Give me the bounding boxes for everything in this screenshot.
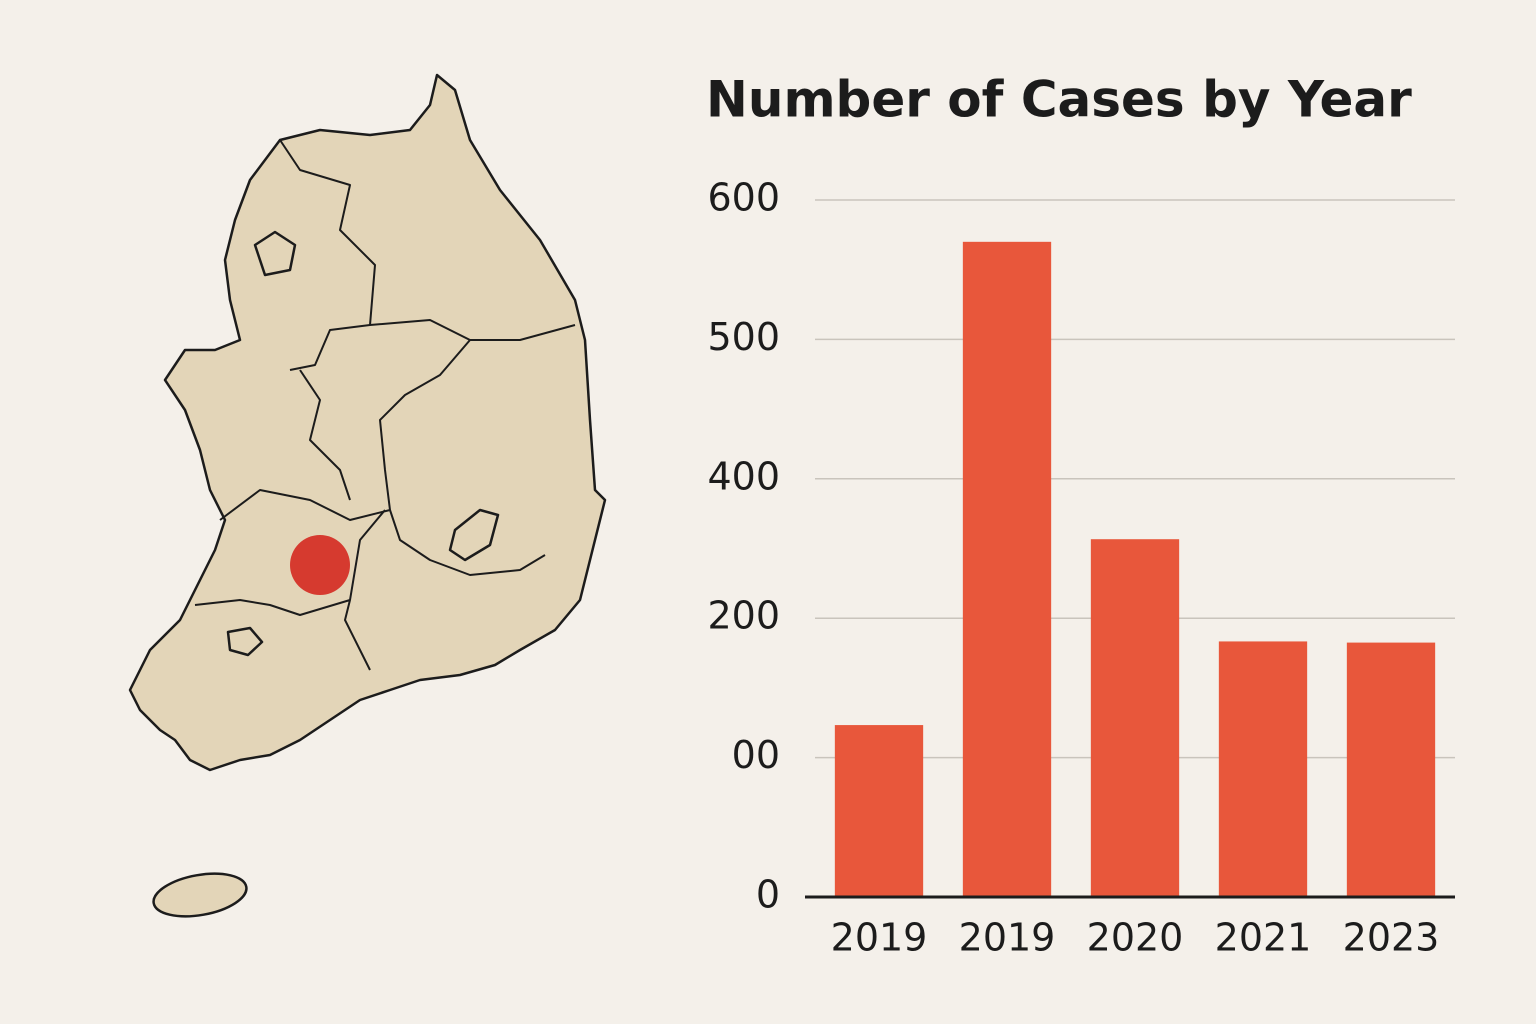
x-tick-label: 2021: [1215, 916, 1312, 960]
y-tick-label: 600: [707, 176, 780, 220]
map: [128, 73, 607, 918]
chart-title: Number of Cases by Year: [706, 71, 1412, 129]
bar: [1090, 539, 1180, 897]
x-tick-label: 2019: [959, 916, 1056, 960]
y-tick-label: 500: [707, 315, 780, 359]
daegu-region: [448, 508, 500, 562]
x-tick-label: 2020: [1087, 916, 1184, 960]
gwangju-region: [226, 626, 264, 657]
bar: [1346, 642, 1436, 897]
bar: [962, 241, 1052, 897]
y-tick-label: 400: [707, 454, 780, 498]
location-marker: [290, 535, 350, 595]
x-tick-label: 2023: [1343, 916, 1440, 960]
bar: [834, 725, 924, 897]
bar: [1218, 641, 1308, 897]
y-tick-label: 200: [707, 594, 780, 638]
region-borders: [194, 139, 576, 671]
peninsula-outline: [128, 73, 607, 772]
jeju-island: [152, 872, 248, 918]
x-tick-label: 2019: [831, 916, 928, 960]
seoul-region: [253, 230, 297, 277]
y-tick-label: 0: [756, 873, 780, 917]
y-tick-label: 00: [732, 733, 780, 777]
